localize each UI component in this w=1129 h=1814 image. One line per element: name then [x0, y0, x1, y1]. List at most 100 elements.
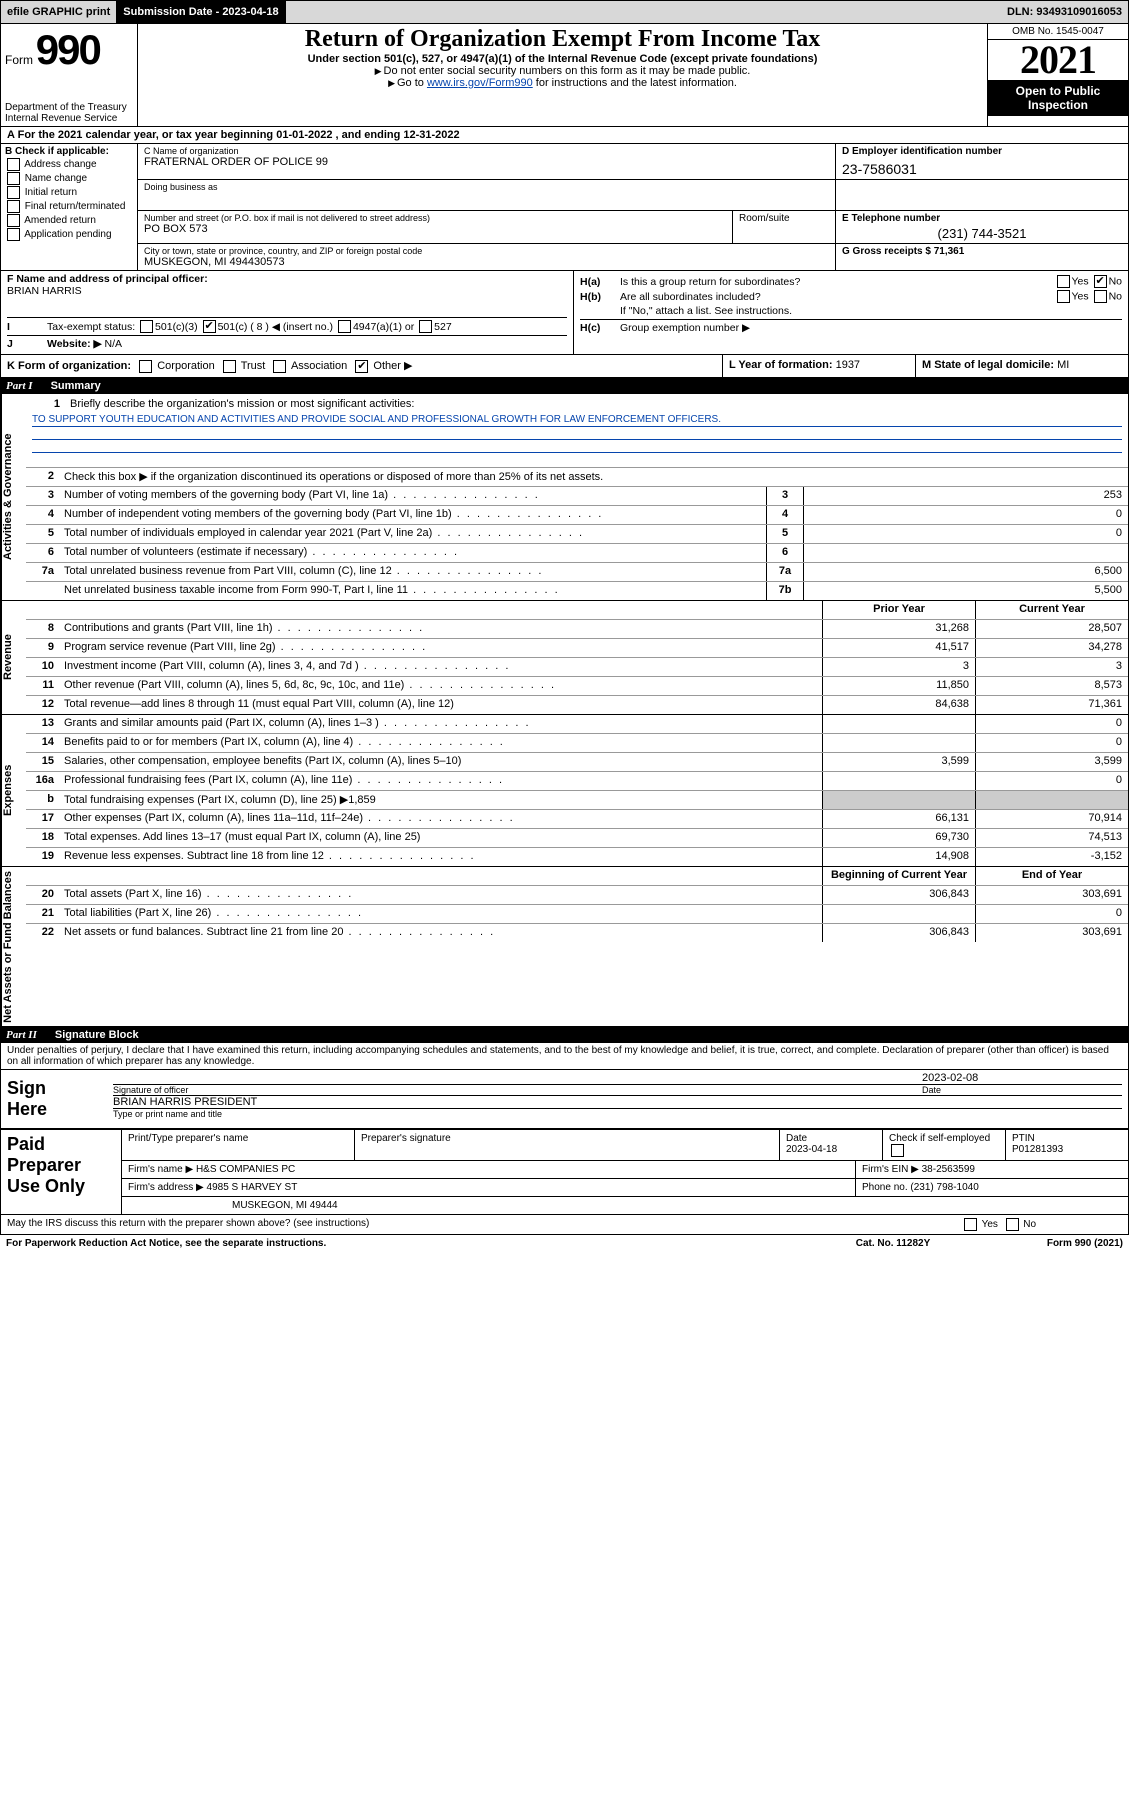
k-label: K Form of organization: — [7, 360, 131, 372]
b-opt-initial[interactable]: Initial return — [5, 186, 133, 199]
col-cd: C Name of organization FRATERNAL ORDER O… — [138, 144, 1128, 270]
addr-value: PO BOX 573 — [144, 223, 726, 235]
tax-status-checked[interactable] — [203, 320, 216, 333]
date-label: Date — [922, 1084, 1122, 1095]
ha-no-checked[interactable] — [1094, 275, 1107, 288]
form-title: Return of Organization Exempt From Incom… — [144, 26, 981, 53]
firm-addr2: MUSKEGON, MI 49444 — [122, 1197, 1128, 1214]
b-label: B Check if applicable: — [5, 146, 109, 157]
form-footer: Form 990 (2021) — [983, 1238, 1123, 1249]
v7a: 6,500 — [803, 563, 1128, 581]
firm-phone: (231) 798-1040 — [910, 1182, 978, 1193]
b-opt-pending[interactable]: Application pending — [5, 228, 133, 241]
end-year-header: End of Year — [975, 867, 1128, 885]
firm-addr1: 4985 S HARVEY ST — [207, 1182, 298, 1193]
b-opt-address[interactable]: Address change — [5, 158, 133, 171]
mission-text: TO SUPPORT YOUTH EDUCATION AND ACTIVITIE… — [32, 414, 1122, 427]
b-opt-amended[interactable]: Amended return — [5, 214, 133, 227]
cell-e: E Telephone number (231) 744-3521 — [836, 211, 1128, 243]
v5: 0 — [803, 525, 1128, 543]
goto-note: Go to www.irs.gov/Form990 for instructio… — [144, 77, 981, 89]
summary-expenses: Expenses 13Grants and similar amounts pa… — [0, 715, 1129, 867]
part2-header: Part II Signature Block — [0, 1027, 1129, 1043]
officer-name-title: BRIAN HARRIS PRESIDENT — [113, 1096, 1122, 1108]
city-value: MUSKEGON, MI 494430573 — [144, 256, 829, 268]
fundraising-total: 1,859 — [348, 794, 376, 806]
cell-d-spacer — [835, 180, 1128, 210]
i-label: Tax-exempt status: — [47, 321, 135, 333]
sig-officer-label: Signature of officer — [113, 1084, 922, 1095]
summary-revenue: Revenue Prior YearCurrent Year 8Contribu… — [0, 601, 1129, 715]
e-label: E Telephone number — [842, 213, 1122, 224]
form-subtitle: Under section 501(c), 527, or 4947(a)(1)… — [144, 53, 981, 65]
paid-preparer-block: Paid Preparer Use Only Print/Type prepar… — [0, 1129, 1129, 1215]
dept-treasury: Department of the Treasury — [5, 102, 133, 113]
may-discuss-row: May the IRS discuss this return with the… — [0, 1215, 1129, 1235]
form-word: Form — [5, 53, 33, 67]
v3: 253 — [803, 487, 1128, 505]
col-b: B Check if applicable: Address change Na… — [1, 144, 138, 270]
block-h: H(a)Is this a group return for subordina… — [574, 271, 1128, 354]
state-domicile: MI — [1057, 359, 1069, 371]
form-number: 990 — [36, 26, 100, 73]
room-label: Room/suite — [733, 211, 836, 243]
side-tab-governance: Activities & Governance — [1, 394, 26, 600]
v4: 0 — [803, 506, 1128, 524]
cat-no: Cat. No. 11282Y — [803, 1238, 983, 1249]
website-value: N/A — [104, 338, 122, 350]
topbar-spacer — [286, 1, 1001, 23]
prep-date: 2023-04-18 — [786, 1144, 837, 1155]
current-year-header: Current Year — [975, 601, 1128, 619]
row-c-name: C Name of organization FRATERNAL ORDER O… — [138, 144, 1128, 180]
f-label: F Name and address of principal officer: — [7, 273, 208, 285]
block-bcdeg: B Check if applicable: Address change Na… — [0, 144, 1129, 271]
part1-header: Part I Summary — [0, 378, 1129, 394]
ptin-value: P01281393 — [1012, 1144, 1063, 1155]
k-other-checked[interactable] — [355, 360, 368, 373]
signature-block: Under penalties of perjury, I declare th… — [0, 1043, 1129, 1129]
firm-ein: 38-2563599 — [922, 1164, 975, 1175]
irs: Internal Revenue Service — [5, 113, 133, 124]
gross-receipts: 71,361 — [934, 246, 965, 257]
cell-g: G Gross receipts $ 71,361 — [836, 244, 1128, 270]
irs-link[interactable]: www.irs.gov/Form990 — [427, 77, 533, 89]
side-tab-revenue: Revenue — [1, 601, 26, 714]
block-fh: F Name and address of principal officer:… — [0, 271, 1129, 355]
org-name: FRATERNAL ORDER OF POLICE 99 — [144, 156, 829, 168]
submission-date: Submission Date - 2023-04-18 — [117, 1, 285, 23]
c-name-label: C Name of organization — [144, 146, 829, 156]
j-label: Website: ▶ — [47, 338, 102, 350]
type-name-label: Type or print name and title — [113, 1108, 1122, 1119]
top-bar: efile GRAPHIC print Submission Date - 20… — [0, 0, 1129, 24]
row-city: City or town, state or province, country… — [138, 244, 1128, 270]
addr-label: Number and street (or P.O. box if mail i… — [144, 213, 726, 223]
discuss-no[interactable] — [1006, 1218, 1019, 1231]
self-employed-check[interactable] — [891, 1144, 904, 1157]
row-klm: K Form of organization: Corporation Trus… — [0, 355, 1129, 378]
b-opt-name[interactable]: Name change — [5, 172, 133, 185]
header-right: OMB No. 1545-0047 2021 Open to Public In… — [987, 24, 1128, 126]
sign-here-row: Sign Here Signature of officer 2023-02-0… — [1, 1069, 1128, 1128]
v7b: 5,500 — [803, 582, 1128, 600]
tax-year: 2021 — [988, 40, 1128, 80]
cell-d: D Employer identification number 23-7586… — [835, 144, 1128, 179]
row-address: Number and street (or P.O. box if mail i… — [138, 211, 1128, 244]
header-left: Form 990 Department of the Treasury Inte… — [1, 24, 138, 126]
b-opt-final[interactable]: Final return/terminated — [5, 200, 133, 213]
dln: DLN: 93493109016053 — [1001, 1, 1128, 23]
efile-label: efile GRAPHIC print — [1, 1, 117, 23]
q2: Check this box ▶ if the organization dis… — [60, 468, 1128, 486]
sign-here-label: Sign Here — [1, 1070, 83, 1128]
paid-preparer-label: Paid Preparer Use Only — [1, 1130, 122, 1214]
principal-officer: BRIAN HARRIS — [7, 285, 567, 297]
header-mid: Return of Organization Exempt From Incom… — [138, 24, 987, 126]
city-label: City or town, state or province, country… — [144, 246, 829, 256]
summary-governance: Activities & Governance 1Briefly describ… — [0, 394, 1129, 601]
ein-value: 23-7586031 — [842, 157, 1122, 177]
ssn-note: Do not enter social security numbers on … — [144, 65, 981, 77]
paperwork-notice: For Paperwork Reduction Act Notice, see … — [6, 1238, 803, 1249]
discuss-yes[interactable] — [964, 1218, 977, 1231]
side-tab-net: Net Assets or Fund Balances — [1, 867, 26, 1027]
summary-net-assets: Net Assets or Fund Balances Beginning of… — [0, 867, 1129, 1028]
form-header: Form 990 Department of the Treasury Inte… — [0, 24, 1129, 127]
